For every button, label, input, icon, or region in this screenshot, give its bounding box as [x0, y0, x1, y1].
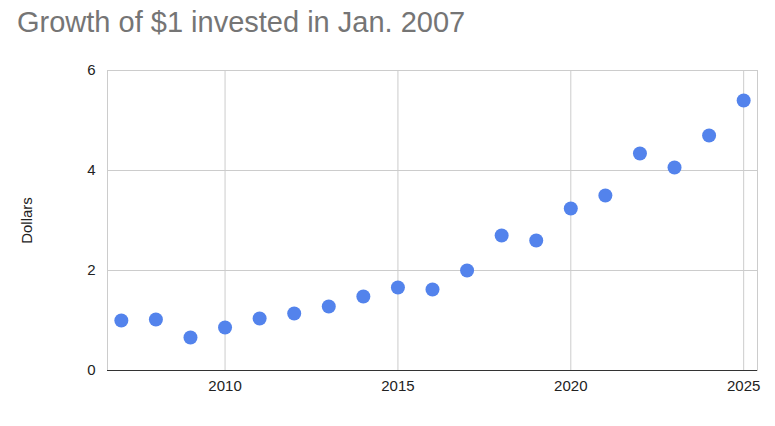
- svg-text:0: 0: [87, 361, 95, 378]
- svg-text:4: 4: [87, 161, 95, 178]
- svg-text:2010: 2010: [208, 377, 241, 394]
- svg-text:6: 6: [87, 61, 95, 78]
- svg-text:Dollars: Dollars: [18, 197, 35, 244]
- svg-text:2025: 2025: [727, 377, 760, 394]
- html-text:Growth of $1 invested in Jan.: Growth of $1 invested in Jan. 2007: [17, 6, 466, 38]
- svg-text:2020: 2020: [554, 377, 587, 394]
- svg-text:2: 2: [87, 261, 95, 278]
- svg-text:2015: 2015: [381, 377, 414, 394]
